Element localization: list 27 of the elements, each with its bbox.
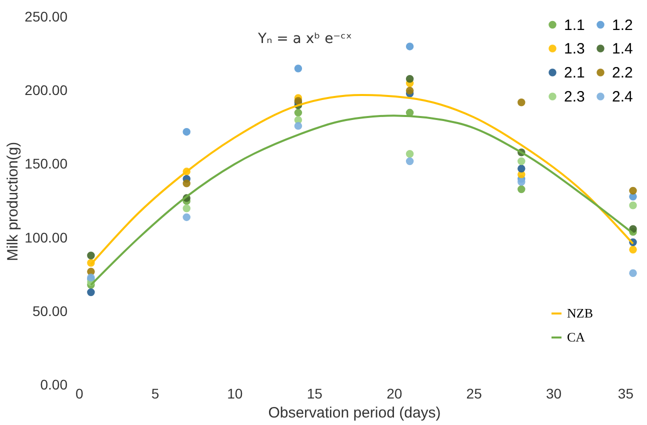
x-tick-label: 25	[466, 386, 482, 402]
y-tick-label: 50.00	[32, 302, 68, 319]
y-tick-label: 0.00	[40, 376, 68, 392]
x-tick-label: 5	[151, 386, 160, 402]
x-tick-label: 10	[227, 386, 243, 402]
legend-label: 2.4	[612, 88, 633, 106]
x-tick-label: 20	[386, 386, 402, 402]
x-tick-label: 35	[618, 386, 634, 402]
legend-label: NZB	[567, 306, 594, 320]
y-tick-label: 200.00	[24, 82, 68, 98]
x-axis-title: Observation period (days)	[268, 404, 441, 422]
legend-label: 1.4	[612, 40, 633, 58]
x-tick-label: 30	[546, 386, 562, 402]
legend-label: 2.3	[564, 88, 585, 106]
y-tick-label: 100.00	[24, 229, 68, 246]
y-axis-title: Milk production(g)	[4, 142, 22, 262]
legend-label: 1.2	[612, 16, 633, 34]
legend-label: 2.2	[612, 64, 633, 82]
legend-label: 2.1	[564, 64, 585, 82]
x-tick-label: 15	[306, 386, 323, 402]
y-tick-label: 150.00	[24, 156, 68, 172]
y-tick-label: 250.00	[24, 8, 68, 24]
legend-label: 1.3	[564, 40, 585, 58]
x-tick-label: 0	[76, 386, 84, 402]
legend-label: 1.1	[564, 16, 585, 34]
legend-label: CA	[567, 330, 586, 344]
annotation: Yₙ = a xᵇ e⁻ᶜˣ	[257, 31, 352, 47]
